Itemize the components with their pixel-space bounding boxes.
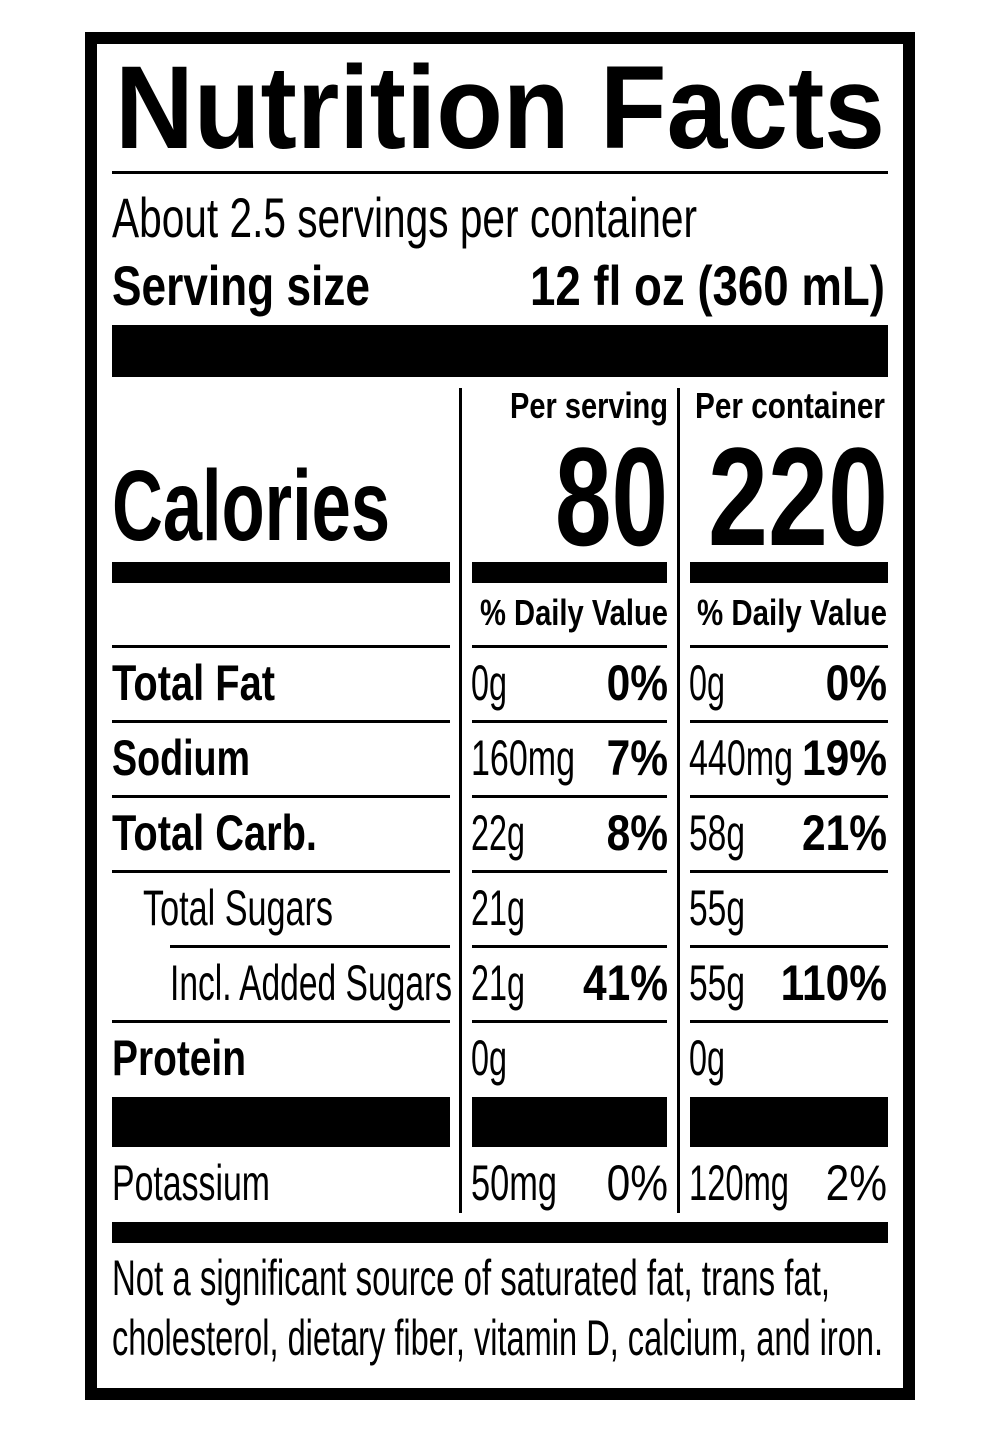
serving-size-label: Serving size (112, 254, 370, 317)
amount: 55g (689, 955, 745, 1011)
amount: 21g (471, 955, 525, 1011)
bar (690, 1097, 888, 1147)
amount: 440mg (689, 730, 793, 786)
border (85, 32, 915, 1400)
amount: 55g (689, 880, 745, 936)
bar (690, 562, 888, 583)
daily-value: 8% (607, 805, 668, 861)
rule (472, 1020, 667, 1023)
nutrient-name: Sodium (112, 730, 250, 786)
nutrient-rows: Total Fat 0g 0% 0g 0% Sodium 160mg 7% 440mg 19% To… (112, 655, 887, 1211)
rule (690, 795, 888, 798)
title: Nutrition Facts (115, 42, 885, 174)
amount: 22g (471, 805, 525, 861)
column-divider (677, 388, 680, 1213)
rule (112, 645, 450, 648)
dv-header: % Daily Value (697, 592, 887, 633)
rule (472, 720, 667, 723)
calories-value: 220 (708, 418, 888, 575)
rule (690, 945, 888, 948)
rule (472, 645, 667, 648)
nutrient-name: Total Carb. (112, 805, 317, 861)
daily-value: 7% (607, 730, 668, 786)
daily-value: 41% (583, 955, 668, 1011)
bar (472, 562, 667, 583)
bar (112, 1097, 450, 1147)
amount: 0g (471, 1030, 507, 1086)
daily-value: 110% (781, 955, 887, 1011)
bar (112, 562, 450, 583)
calories-label: Calories (112, 450, 390, 562)
daily-value: 0% (607, 655, 668, 711)
rule (690, 720, 888, 723)
amount: 21g (471, 880, 525, 936)
footnote: cholesterol, dietary fiber, vitamin D, c… (112, 1310, 883, 1366)
serving-size-value: 12 fl oz (360 mL) (530, 254, 885, 317)
row-rules (112, 645, 888, 1023)
medium-bars (112, 562, 888, 583)
thick-bars (112, 1097, 888, 1147)
rule (112, 720, 450, 723)
column-divider (459, 388, 462, 1213)
nutrient-name: Total Fat (112, 655, 275, 711)
nutrient-name: Total Sugars (143, 880, 333, 936)
rule (472, 870, 667, 873)
column-header: Per container (695, 385, 885, 426)
rule (472, 795, 667, 798)
thick-bar (112, 325, 888, 377)
amount: 160mg (471, 730, 575, 786)
daily-value: 2% (826, 1155, 887, 1211)
calories-value: 80 (555, 418, 668, 575)
column-header: Per serving (510, 385, 668, 426)
daily-value: 0% (607, 1155, 668, 1211)
rule (690, 645, 888, 648)
amount: 0g (689, 655, 725, 711)
thick-bar (112, 1222, 888, 1243)
amount: 120mg (689, 1155, 789, 1211)
rule (112, 171, 888, 174)
rule (170, 945, 450, 948)
rule (112, 870, 450, 873)
daily-value: 21% (802, 805, 887, 861)
rule (690, 870, 888, 873)
amount: 0g (689, 1030, 725, 1086)
bar (472, 1097, 667, 1147)
nutrient-name: Incl. Added Sugars (170, 955, 452, 1011)
servings: About 2.5 servings per container (112, 186, 697, 249)
dv-header: % Daily Value (480, 592, 668, 633)
rule (472, 945, 667, 948)
rule (690, 1020, 888, 1023)
daily-value: 0% (826, 655, 887, 711)
amount: 0g (471, 655, 507, 711)
footnote: Not a significant source of saturated fa… (112, 1250, 830, 1306)
nutrient-name: Potassium (112, 1155, 270, 1211)
daily-value: 19% (802, 730, 887, 786)
amount: 58g (689, 805, 745, 861)
nutrient-name: Protein (112, 1030, 246, 1086)
amount: 50mg (471, 1155, 557, 1211)
rule (112, 795, 450, 798)
rule (112, 1020, 450, 1023)
